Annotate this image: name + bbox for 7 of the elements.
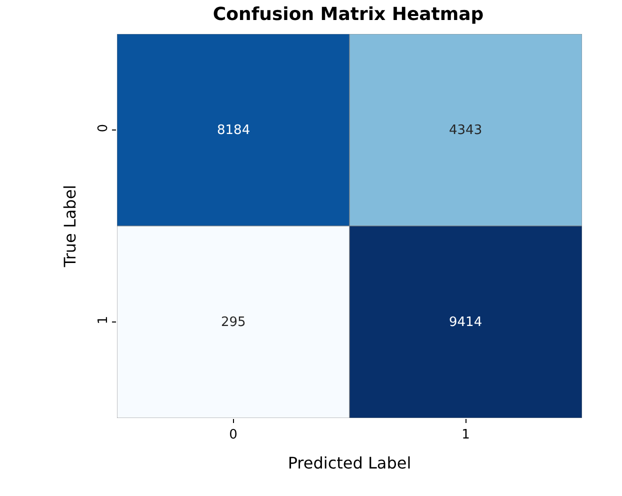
y-axis-title: True Label (60, 184, 80, 268)
data-label: 4343 (449, 123, 482, 138)
data-label: 8184 (217, 123, 250, 138)
x-axis-title: Predicted Label (288, 453, 412, 472)
data-label: 9414 (449, 315, 482, 330)
chart-title: Confusion Matrix Heatmap (212, 4, 484, 26)
data-label: 295 (221, 315, 246, 330)
